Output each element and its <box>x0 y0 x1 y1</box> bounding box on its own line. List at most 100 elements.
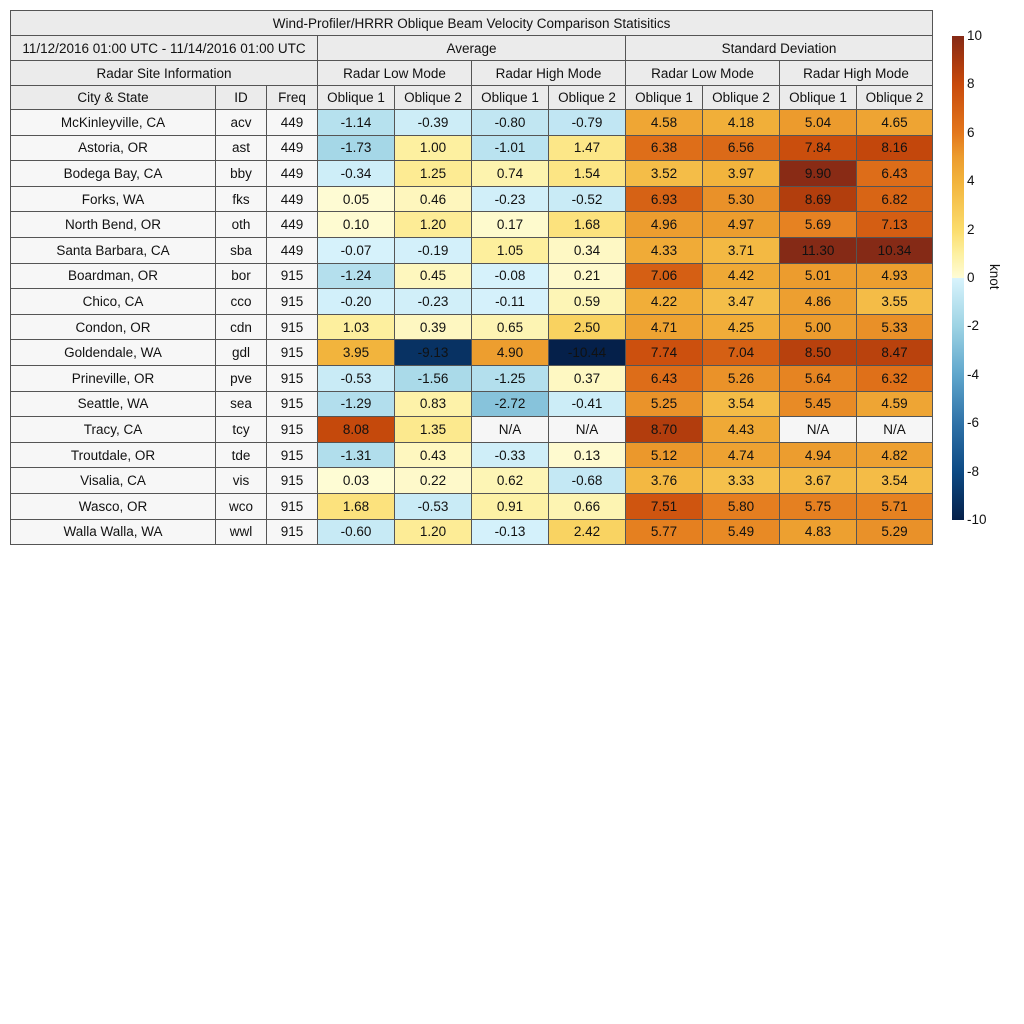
column-header: Oblique 1 <box>625 85 703 110</box>
value-cell: 10.34 <box>855 236 934 264</box>
colorbar-tick: -10 <box>967 512 987 527</box>
site-freq: 915 <box>266 288 318 315</box>
value-cell: 5.69 <box>779 211 857 238</box>
value-cell: -1.25 <box>471 364 549 392</box>
table-row: Wasco, OR wco 915 1.68 -0.53 0.91 0.66 7.51 5.80… <box>10 492 934 520</box>
site-id: sea <box>215 390 267 418</box>
site-city: Astoria, OR <box>10 134 216 162</box>
site-id: cco <box>215 288 267 315</box>
value-cell: -0.53 <box>394 492 472 520</box>
table-row: Prineville, OR pve 915 -0.53 -1.56 -1.25 0.37 6… <box>10 364 934 392</box>
site-id: vis <box>215 467 267 494</box>
value-cell: -0.07 <box>317 236 395 264</box>
colorbar-tick: -4 <box>967 366 980 382</box>
site-city: Visalia, CA <box>10 467 216 494</box>
value-cell: 5.12 <box>625 441 703 469</box>
value-cell: 4.97 <box>702 211 780 238</box>
value-cell: 5.01 <box>779 262 857 290</box>
mode-header: Radar Low Mode <box>317 60 472 86</box>
value-cell: 6.93 <box>625 185 703 213</box>
value-cell: 5.26 <box>702 364 780 392</box>
colorbar-tick: 2 <box>967 221 975 237</box>
value-cell: 0.65 <box>471 313 549 341</box>
value-cell: 6.43 <box>855 160 934 187</box>
value-cell: 0.34 <box>548 236 626 264</box>
value-cell: -0.08 <box>471 262 549 290</box>
value-cell: -1.24 <box>317 262 395 290</box>
value-cell: -10.44 <box>548 339 626 366</box>
site-city: Seattle, WA <box>10 390 216 418</box>
value-cell: 3.52 <box>625 160 703 187</box>
value-cell: 5.30 <box>702 185 780 213</box>
table-title: Wind-Profiler/HRRR Oblique Beam Velocity… <box>9 10 934 36</box>
site-id: wwl <box>215 518 267 546</box>
value-cell: 5.45 <box>779 390 857 418</box>
value-cell: 1.68 <box>317 492 395 520</box>
value-cell: 7.51 <box>625 492 703 520</box>
value-cell: 3.54 <box>855 467 934 494</box>
value-cell: N/A <box>855 416 934 443</box>
site-id: cdn <box>215 313 267 341</box>
site-city: Prineville, OR <box>10 364 216 392</box>
column-header: ID <box>215 85 267 110</box>
site-freq: 915 <box>266 390 318 418</box>
site-city: Chico, CA <box>10 288 216 315</box>
site-id: sba <box>215 236 267 264</box>
value-cell: -1.14 <box>317 109 395 136</box>
site-freq: 915 <box>266 441 318 469</box>
value-cell: -0.52 <box>548 185 626 213</box>
value-cell: -0.39 <box>394 109 472 136</box>
colorbar <box>952 36 964 520</box>
site-freq: 449 <box>266 211 318 238</box>
value-cell: 4.96 <box>625 211 703 238</box>
value-cell: 7.74 <box>625 339 703 366</box>
value-cell: -0.34 <box>317 160 395 187</box>
value-cell: 2.42 <box>548 518 626 546</box>
value-cell: N/A <box>471 416 549 443</box>
site-freq: 915 <box>266 492 318 520</box>
value-cell: 5.71 <box>855 492 934 520</box>
site-freq: 915 <box>266 518 318 546</box>
column-header: Oblique 1 <box>471 85 549 110</box>
table-row: Troutdale, OR tde 915 -1.31 0.43 -0.33 0.13 5.1… <box>10 441 934 469</box>
value-cell: -0.20 <box>317 288 395 315</box>
value-cell: 6.43 <box>625 364 703 392</box>
table-row: Seattle, WA sea 915 -1.29 0.83 -2.72 -0.41 5.25… <box>10 390 934 418</box>
table-row: Walla Walla, WA wwl 915 -0.60 1.20 -0.13 2.42 5… <box>10 518 934 546</box>
value-cell: 5.75 <box>779 492 857 520</box>
site-freq: 915 <box>266 339 318 366</box>
value-cell: 5.25 <box>625 390 703 418</box>
table-row: Santa Barbara, CA sba 449 -0.07 -0.19 1.05 0.3… <box>10 236 934 264</box>
value-cell: 4.74 <box>702 441 780 469</box>
table-row: Astoria, OR ast 449 -1.73 1.00 -1.01 1.47 6.38 6… <box>10 134 934 162</box>
site-id: tde <box>215 441 267 469</box>
value-cell: 5.04 <box>779 109 857 136</box>
value-cell: 0.37 <box>548 364 626 392</box>
site-city: Walla Walla, WA <box>10 518 216 546</box>
value-cell: 4.18 <box>702 109 780 136</box>
value-cell: 8.16 <box>855 134 934 162</box>
table-row: Boardman, OR bor 915 -1.24 0.45 -0.08 0.21 7.06… <box>10 262 934 290</box>
value-cell: 1.68 <box>548 211 626 238</box>
site-city: Goldendale, WA <box>10 339 216 366</box>
table-row: Condon, OR cdn 915 1.03 0.39 0.65 2.50 4.71 4.25… <box>10 313 934 341</box>
site-id: oth <box>215 211 267 238</box>
colorbar-tick: 8 <box>967 76 975 92</box>
site-city: Condon, OR <box>10 313 216 341</box>
value-cell: -0.19 <box>394 236 472 264</box>
column-header: Oblique 2 <box>855 85 934 110</box>
value-cell: 6.38 <box>625 134 703 162</box>
mode-header: Radar High Mode <box>471 60 626 86</box>
value-cell: 8.47 <box>855 339 934 366</box>
value-cell: -0.33 <box>471 441 549 469</box>
site-freq: 449 <box>266 134 318 162</box>
value-cell: 1.47 <box>548 134 626 162</box>
value-cell: -9.13 <box>394 339 472 366</box>
site-info-header: Radar Site Information <box>10 60 318 86</box>
value-cell: 3.95 <box>317 339 395 366</box>
value-cell: 4.93 <box>855 262 934 290</box>
site-city: Tracy, CA <box>10 416 216 443</box>
site-id: bby <box>215 160 267 187</box>
value-cell: 5.77 <box>625 518 703 546</box>
site-city: Wasco, OR <box>10 492 216 520</box>
